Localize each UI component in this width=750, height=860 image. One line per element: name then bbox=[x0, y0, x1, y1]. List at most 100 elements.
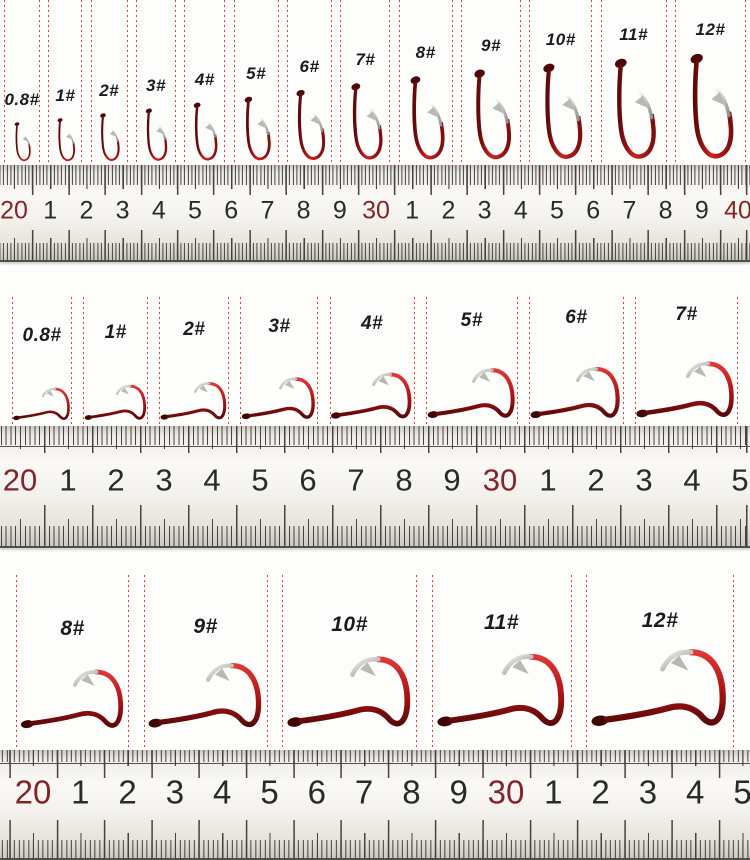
ruler-mm-ticks bbox=[0, 243, 750, 260]
ruler-halfcm-ticks bbox=[0, 426, 750, 442]
ruler-number: 5 bbox=[251, 462, 269, 498]
guide-line bbox=[233, 0, 235, 165]
guide-line bbox=[83, 297, 85, 426]
hook-item: 0.8# bbox=[12, 297, 72, 426]
hook-size-label: 1# bbox=[55, 86, 76, 105]
guide-line bbox=[135, 0, 137, 165]
guide-line bbox=[570, 575, 572, 750]
hook-size-label: 0.8# bbox=[22, 325, 62, 346]
hook-item: 5# bbox=[233, 0, 279, 165]
guide-line bbox=[622, 297, 624, 426]
ruler-number: 2 bbox=[441, 196, 456, 225]
ruler-number: 9 bbox=[332, 196, 347, 225]
guide-line bbox=[126, 0, 128, 165]
guide-line bbox=[600, 0, 602, 165]
ruler-number: 1 bbox=[59, 462, 77, 498]
ruler-number: 4 bbox=[686, 773, 705, 811]
hook-item: 11# bbox=[431, 575, 572, 750]
hook-item: 7# bbox=[340, 0, 391, 165]
guide-line bbox=[665, 0, 667, 165]
fishhook-icon bbox=[635, 357, 738, 424]
fishhook-icon bbox=[398, 74, 454, 163]
ruler-number: 6 bbox=[224, 196, 239, 225]
hook-size-label: 12# bbox=[695, 20, 726, 39]
ruler-middle: 20 1 2 3 4 5 6 7 8 9 30 1 2 3 4 5 bbox=[0, 426, 750, 548]
ruler-number: 5 bbox=[260, 773, 279, 811]
ruler-number: 5 bbox=[550, 196, 564, 225]
fishhook-icon bbox=[138, 107, 173, 163]
hook-size-label: 7# bbox=[675, 304, 698, 325]
fishhook-icon bbox=[235, 95, 278, 163]
ruler-number: 8 bbox=[395, 462, 413, 498]
ruler-bottom: 20 1 2 3 4 5 6 7 8 9 30 1 2 3 4 5 bbox=[0, 750, 750, 860]
fishhook-icon bbox=[19, 665, 127, 735]
ruler-number: 7 bbox=[347, 462, 365, 498]
ruler-number: 40 bbox=[724, 196, 750, 225]
guide-line bbox=[228, 297, 230, 426]
ruler-number: 9 bbox=[443, 462, 461, 498]
hook-size-label: 10# bbox=[331, 613, 368, 636]
hook-size-label: 0.8# bbox=[4, 90, 40, 109]
guide-line bbox=[128, 575, 129, 750]
ruler-halfcm-ticks bbox=[0, 750, 750, 766]
fishhook-icon bbox=[159, 379, 229, 424]
hook-item: 7# bbox=[635, 297, 738, 426]
ruler-number: 8 bbox=[296, 196, 311, 225]
hook-item: 5# bbox=[426, 297, 518, 426]
hook-size-label: 4# bbox=[360, 313, 384, 334]
hook-item: 8# bbox=[16, 575, 129, 750]
ruler-number: 20 bbox=[0, 196, 28, 225]
hook-size-label: 3# bbox=[268, 316, 291, 337]
fishhook-icon bbox=[461, 67, 521, 163]
hook-item: 12# bbox=[674, 0, 746, 165]
fishhook-icon bbox=[240, 374, 318, 424]
hook-item: 1# bbox=[83, 297, 149, 426]
hook-item: 3# bbox=[135, 0, 176, 165]
hook-item: 8# bbox=[398, 0, 454, 165]
guide-line bbox=[733, 575, 734, 750]
hook-size-label: 2# bbox=[99, 81, 120, 100]
guide-line bbox=[184, 0, 186, 165]
hook-size-label: 12# bbox=[641, 609, 679, 632]
guide-line bbox=[81, 0, 83, 165]
ruler-number: 2 bbox=[591, 773, 610, 811]
hook-size-label: 4# bbox=[194, 70, 215, 89]
ruler-number: 2 bbox=[118, 773, 137, 811]
fishhook-icon bbox=[435, 648, 569, 735]
guide-line bbox=[634, 297, 636, 426]
ruler-number: 5 bbox=[733, 773, 750, 811]
guide-line bbox=[736, 297, 738, 426]
guide-line bbox=[528, 297, 530, 426]
fishhook-icon bbox=[12, 385, 72, 424]
ruler-number: 4 bbox=[513, 196, 528, 225]
guide-line bbox=[224, 0, 226, 165]
ruler-number: 1 bbox=[43, 196, 58, 225]
ruler-number: 3 bbox=[115, 196, 130, 225]
hook-item: 4# bbox=[184, 0, 226, 165]
guide-line bbox=[277, 0, 279, 165]
ruler-number: 6 bbox=[299, 462, 317, 498]
ruler-number: 3 bbox=[635, 462, 653, 498]
ruler-number: 3 bbox=[165, 773, 185, 811]
ruler-number: 2 bbox=[587, 462, 605, 498]
ruler-number: 30 bbox=[362, 196, 390, 225]
ruler-halfcm-ticks bbox=[0, 165, 750, 189]
guide-line bbox=[416, 575, 417, 750]
guide-line bbox=[451, 0, 453, 165]
hook-size-label: 8# bbox=[60, 617, 85, 640]
hook-size-label: 9# bbox=[193, 615, 218, 638]
fishhook-icon bbox=[51, 117, 80, 163]
ruler-number: 5 bbox=[188, 196, 202, 225]
ruler-number: 30 bbox=[487, 773, 525, 811]
hook-row-bottom: 8# 9# 10# 11# 12# bbox=[0, 575, 750, 750]
hook-size-label: 6# bbox=[565, 307, 588, 328]
guide-line bbox=[4, 0, 5, 165]
ruler-number: 3 bbox=[638, 773, 658, 811]
hook-item: 12# bbox=[586, 575, 734, 750]
ruler-number: 2 bbox=[107, 462, 125, 498]
fishhook-icon bbox=[330, 369, 415, 424]
guide-line bbox=[240, 297, 242, 426]
hook-item: 9# bbox=[460, 0, 521, 165]
ruler-number: 6 bbox=[307, 773, 326, 811]
ruler-edge-line bbox=[0, 260, 750, 262]
